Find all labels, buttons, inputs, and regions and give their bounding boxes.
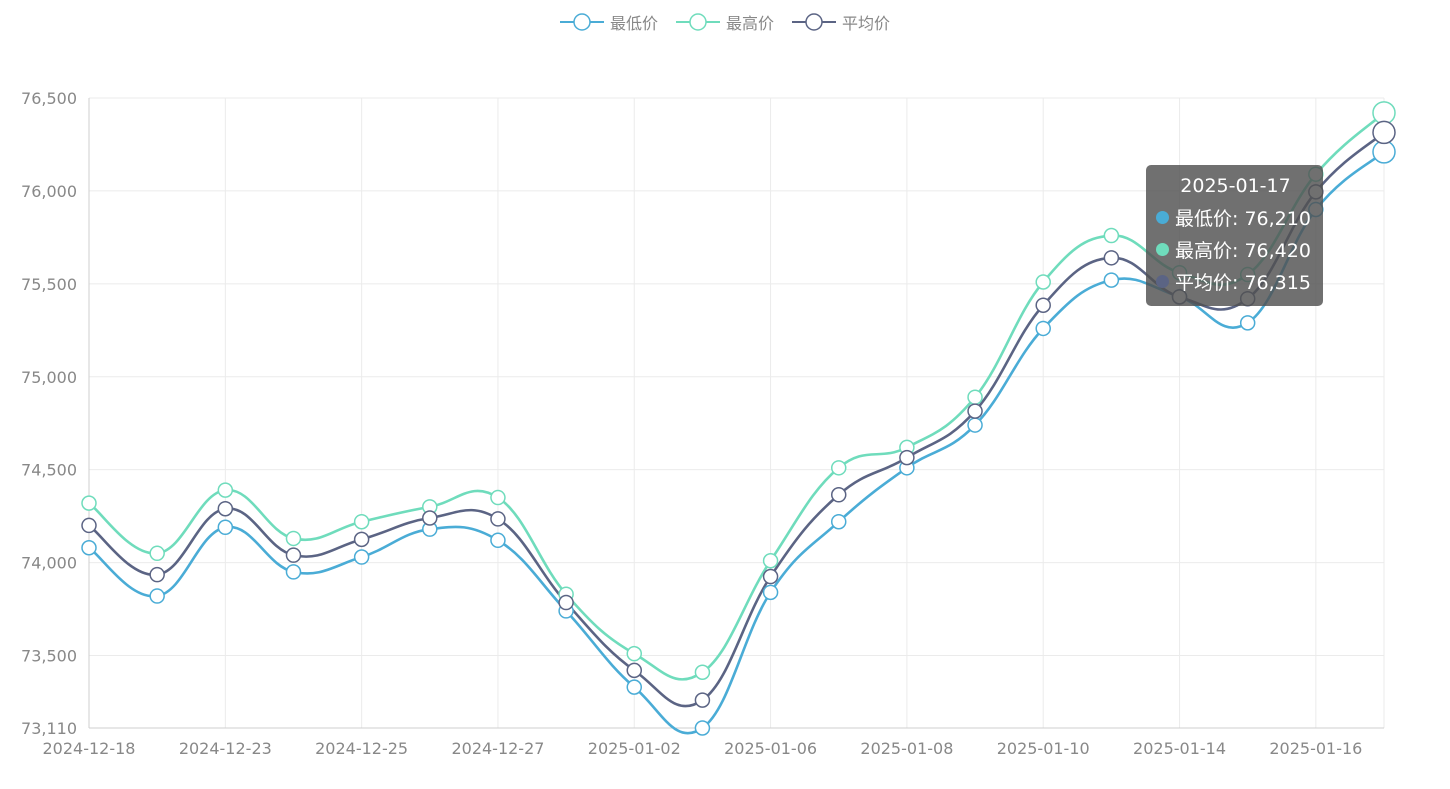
data-point-1-15: [1103, 227, 1120, 244]
data-point-2-8: [626, 662, 643, 679]
data-point-2-14: [1035, 297, 1051, 313]
data-point-2-7: [558, 594, 574, 611]
data-point-1-19: [1372, 101, 1396, 125]
data-point-2-15: [1103, 250, 1120, 266]
data-point-0-1: [149, 588, 165, 604]
tooltip-row-avg: 平均价: 76,315: [1156, 265, 1315, 297]
data-point-1-8: [626, 645, 643, 662]
data-point-0-15: [1103, 272, 1120, 288]
data-point-2-10: [762, 568, 779, 585]
data-point-2-3: [285, 547, 302, 563]
y-tick-label: 73,110: [21, 719, 77, 738]
legend-high-icon: [675, 13, 720, 31]
data-point-2-2: [217, 500, 234, 517]
legend-item-low[interactable]: 最低价: [559, 10, 658, 34]
data-point-1-2: [217, 482, 234, 498]
data-point-2-9: [694, 692, 711, 708]
data-point-2-0: [81, 517, 97, 534]
y-tick-label: 73,500: [21, 647, 77, 666]
data-point-1-4: [353, 513, 370, 530]
chart-axes: 73,110 73,500 74,000 74,500 75,000 75,500 76,0…: [21, 89, 1384, 758]
legend-label-high: 最高价: [725, 14, 774, 33]
tooltip-dot-avg: [1156, 274, 1169, 288]
data-point-1-14: [1035, 274, 1051, 290]
tooltip-label-high: 最高价: 76,420: [1175, 239, 1311, 262]
x-tick-label: 2024-12-18: [43, 739, 136, 758]
data-point-0-0: [81, 539, 97, 556]
chart-legend: 最低价 最高价 平均价: [0, 10, 1450, 34]
data-point-0-14: [1035, 320, 1051, 337]
tooltip-dot-high: [1156, 242, 1169, 256]
data-point-0-6: [490, 532, 506, 549]
x-tick-label: 2025-01-08: [860, 739, 953, 758]
data-point-0-19: [1372, 140, 1396, 164]
data-point-1-3: [285, 530, 302, 547]
legend-item-avg[interactable]: 平均价: [792, 10, 890, 34]
x-tick-label: 2024-12-25: [315, 739, 408, 758]
data-point-2-6: [490, 511, 506, 527]
tooltip-label-low: 最低价: 76,210: [1175, 207, 1311, 230]
x-tick-label: 2025-01-10: [997, 739, 1090, 758]
x-tick-label: 2025-01-06: [724, 739, 817, 758]
legend-low-icon: [559, 13, 604, 31]
data-point-0-8: [626, 679, 643, 695]
legend-label-avg: 平均价: [842, 14, 891, 33]
y-tick-label: 76,000: [21, 182, 77, 201]
data-point-0-10: [762, 584, 779, 601]
data-point-2-5: [422, 510, 438, 526]
data-point-2-12: [899, 449, 915, 466]
tooltip-row-low: 最低价: 76,210: [1156, 201, 1315, 233]
y-tick-label: 75,500: [21, 275, 77, 294]
x-tick-label: 2024-12-23: [179, 739, 272, 758]
tooltip-dot-low: [1156, 210, 1169, 224]
chart-tooltip: 2025-01-17 最低价: 76,210 最高价: 76,420 平均价: …: [1146, 165, 1323, 306]
data-point-0-3: [285, 564, 302, 580]
tooltip-title: 2025-01-17: [1180, 175, 1291, 197]
data-point-2-4: [353, 531, 370, 548]
x-tick-label: 2025-01-02: [588, 739, 681, 758]
data-point-2-1: [149, 566, 165, 583]
data-point-1-11: [830, 460, 847, 476]
tooltip-label-avg: 平均价: 76,315: [1175, 271, 1311, 294]
y-tick-label: 76,500: [21, 89, 77, 108]
data-point-1-0: [81, 495, 97, 511]
data-point-0-9: [694, 720, 711, 736]
y-tick-label: 74,000: [21, 554, 77, 573]
legend-label-low: 最低价: [609, 14, 658, 33]
legend-item-high[interactable]: 最高价: [675, 10, 774, 34]
data-point-1-13: [967, 389, 983, 405]
tooltip-row-high: 最高价: 76,420: [1156, 233, 1315, 265]
legend-avg-icon: [792, 13, 836, 31]
data-point-1-9: [694, 664, 711, 680]
data-point-0-17: [1239, 315, 1256, 331]
x-tick-label: 2024-12-27: [451, 739, 544, 758]
data-point-2-11: [830, 487, 847, 503]
data-point-0-2: [217, 519, 234, 536]
data-point-1-10: [762, 552, 779, 569]
data-point-2-13: [967, 403, 983, 419]
data-point-0-11: [830, 513, 847, 530]
data-point-0-13: [967, 417, 983, 433]
y-tick-label: 75,000: [21, 368, 77, 387]
data-point-0-4: [353, 549, 370, 565]
data-point-1-6: [490, 489, 506, 506]
data-point-2-19: [1372, 120, 1396, 145]
data-point-1-1: [149, 545, 165, 562]
x-tick-label: 2025-01-16: [1269, 739, 1362, 758]
x-tick-label: 2025-01-14: [1133, 739, 1226, 758]
y-tick-label: 74,500: [21, 461, 77, 480]
